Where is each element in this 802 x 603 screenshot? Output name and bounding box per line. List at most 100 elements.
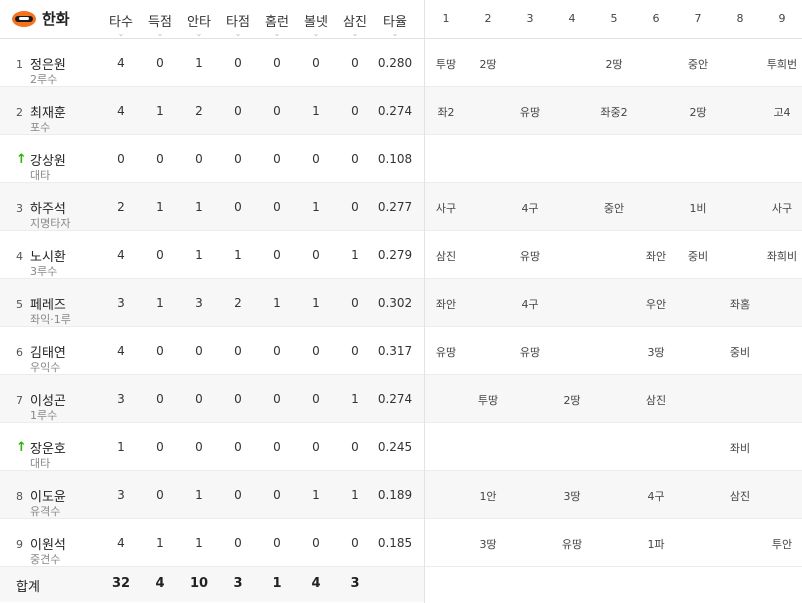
inning-result: 유땅 xyxy=(519,106,541,119)
stat-cell: 0 xyxy=(351,296,359,310)
inning-result: 투땅 xyxy=(477,394,499,407)
inning-result: 3땅 xyxy=(647,346,665,359)
column-header[interactable]: 삼진 ⌄ xyxy=(335,11,375,38)
inning-row: 3땅 유땅 1파 투안 xyxy=(425,519,802,567)
inning-row: 사구 4구 중안 1비 사구 xyxy=(425,183,802,231)
stat-cell: 0.245 xyxy=(377,440,413,454)
substitute-arrow-icon: ↑ xyxy=(16,152,27,167)
stat-cell: 0 xyxy=(156,152,164,166)
stat-cell: 3 xyxy=(117,392,125,406)
player-name[interactable]: 정은원 xyxy=(30,58,66,73)
inning-result: 2땅 xyxy=(479,58,497,71)
table-row: 5 페레즈 좌익·1루 3 1 3 2 1 1 0 0.302 xyxy=(0,279,424,327)
player-position: 지명타자 xyxy=(30,217,71,230)
stat-cell: 0 xyxy=(351,152,359,166)
inning-header: 1 xyxy=(442,12,450,25)
inning-result: 유땅 xyxy=(519,346,541,359)
inning-result: 삼진 xyxy=(645,394,667,407)
table-row: 6 김태연 우익수 4 0 0 0 0 0 0 0.317 xyxy=(0,327,424,375)
stat-cell: 1 xyxy=(195,536,203,550)
stat-cell: 0 xyxy=(195,440,203,454)
stat-cell: 0 xyxy=(234,392,242,406)
inning-result: 유땅 xyxy=(561,538,583,551)
inning-result: 3땅 xyxy=(479,538,497,551)
player-name[interactable]: 이성곤 xyxy=(30,394,66,409)
sort-caret-icon: ⌄ xyxy=(234,29,242,38)
stat-cell: 0 xyxy=(156,392,164,406)
inning-result: 1비 xyxy=(689,202,707,215)
stat-cell: 1 xyxy=(312,296,320,310)
total-stat: 32 xyxy=(111,576,131,591)
stat-cell: 2 xyxy=(117,200,125,214)
inning-header: 5 xyxy=(610,12,618,25)
sort-caret-icon: ⌄ xyxy=(391,29,399,38)
player-position: 3루수 xyxy=(30,265,58,278)
column-header[interactable]: 득점 ⌄ xyxy=(140,11,180,38)
stat-cell: 1 xyxy=(312,200,320,214)
column-header[interactable]: 안타 ⌄ xyxy=(179,11,219,38)
batting-order: 4 xyxy=(16,250,23,263)
stat-cell: 0 xyxy=(273,248,281,262)
player-position: 포수 xyxy=(30,121,51,134)
column-divider xyxy=(424,0,425,603)
player-position: 대타 xyxy=(30,169,51,182)
player-position: 우익수 xyxy=(30,361,61,374)
table-row: ↑ 장운호 대타 1 0 0 0 0 0 0 0.245 xyxy=(0,423,424,471)
column-header[interactable]: 타율 ⌄ xyxy=(375,11,415,38)
player-name[interactable]: 이원석 xyxy=(30,538,66,553)
stat-cell: 4 xyxy=(117,56,125,70)
innings-header: 1 2 3 4 5 6 7 8 9 xyxy=(425,0,802,39)
stat-cell: 0 xyxy=(312,392,320,406)
column-header-label: 삼진 xyxy=(343,15,367,30)
column-header[interactable]: 홈런 ⌄ xyxy=(257,11,297,38)
column-header-label: 타율 xyxy=(383,15,407,30)
inning-result: 중비 xyxy=(687,250,709,263)
inning-result: 투땅 xyxy=(435,58,457,71)
column-header[interactable]: 타수 ⌄ xyxy=(101,11,141,38)
stat-cell: 1 xyxy=(195,200,203,214)
player-name[interactable]: 최재훈 xyxy=(30,106,66,121)
stat-cell: 4 xyxy=(117,344,125,358)
stat-cell: 3 xyxy=(117,488,125,502)
table-row: 3 하주석 지명타자 2 1 1 0 0 1 0 0.277 xyxy=(0,183,424,231)
player-name[interactable]: 페레즈 xyxy=(30,298,66,313)
stat-cell: 0 xyxy=(234,104,242,118)
sort-caret-icon: ⌄ xyxy=(117,29,125,38)
stat-cell: 0 xyxy=(234,440,242,454)
stat-cell: 0 xyxy=(156,56,164,70)
column-header-label: 안타 xyxy=(187,15,211,30)
inning-row: 1안 3땅 4구 삼진 xyxy=(425,471,802,519)
stat-cell: 1 xyxy=(195,248,203,262)
stat-cell: 0 xyxy=(234,152,242,166)
team-name: 한화 xyxy=(42,10,70,28)
inning-result: 우안 xyxy=(645,298,667,311)
stat-cell: 0 xyxy=(156,344,164,358)
stat-cell: 3 xyxy=(195,296,203,310)
inning-result: 4구 xyxy=(521,298,539,311)
stat-cell: 0 xyxy=(312,344,320,358)
table-row: 2 최재훈 포수 4 1 2 0 0 1 0 0.274 xyxy=(0,87,424,135)
player-name[interactable]: 노시환 xyxy=(30,250,66,265)
table-row: 7 이성곤 1루수 3 0 0 0 0 0 1 0.274 xyxy=(0,375,424,423)
inning-row: 좌안 4구 우안 좌홈 xyxy=(425,279,802,327)
player-name[interactable]: 김태연 xyxy=(30,346,66,361)
table-row: 1 정은원 2루수 4 0 1 0 0 0 0 0.280 xyxy=(0,39,424,87)
player-name[interactable]: 이도윤 xyxy=(30,490,66,505)
player-name[interactable]: 강상원 xyxy=(30,154,66,169)
column-header[interactable]: 볼넷 ⌄ xyxy=(296,11,336,38)
stat-cell: 0.280 xyxy=(377,56,413,70)
player-name[interactable]: 장운호 xyxy=(30,442,66,457)
inning-row: 유땅 유땅 3땅 중비 xyxy=(425,327,802,375)
stat-cell: 0 xyxy=(273,344,281,358)
player-name[interactable]: 하주석 xyxy=(30,202,66,217)
stat-cell: 1 xyxy=(351,488,359,502)
stat-cell: 1 xyxy=(156,104,164,118)
inning-result: 고4 xyxy=(773,106,791,119)
inning-result: 좌희비 xyxy=(766,250,798,263)
batting-order: 7 xyxy=(16,394,23,407)
total-row: 합계 32 4 10 3 1 4 3 xyxy=(0,567,424,602)
batter-stats-panel: 한화 타수 ⌄ 득점 ⌄ 안타 ⌄ 타점 ⌄ 홈런 ⌄ 볼넷 ⌄ 삼진 ⌄ 타율 ⌄ 1 정은원 2루수 4 0 1 0 0 0 0… xyxy=(0,10,424,602)
column-header[interactable]: 타점 ⌄ xyxy=(218,11,258,38)
stat-cell: 0 xyxy=(312,536,320,550)
stat-cell: 0 xyxy=(234,200,242,214)
